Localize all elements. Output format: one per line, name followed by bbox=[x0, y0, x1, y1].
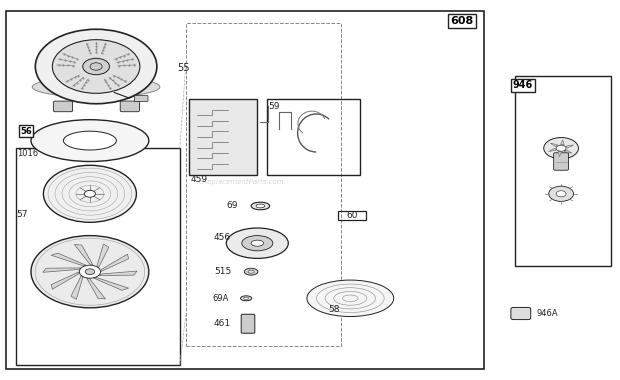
Text: 56: 56 bbox=[20, 127, 32, 136]
Text: 461: 461 bbox=[214, 319, 231, 328]
Ellipse shape bbox=[31, 120, 149, 162]
Polygon shape bbox=[560, 140, 564, 145]
FancyBboxPatch shape bbox=[241, 314, 255, 333]
Circle shape bbox=[90, 63, 102, 70]
Text: 59: 59 bbox=[268, 102, 280, 111]
Ellipse shape bbox=[251, 202, 270, 210]
Circle shape bbox=[35, 29, 157, 104]
Text: 57: 57 bbox=[17, 210, 29, 219]
Text: 946A: 946A bbox=[536, 309, 558, 318]
Polygon shape bbox=[87, 278, 105, 299]
Text: 515: 515 bbox=[214, 267, 231, 276]
Circle shape bbox=[31, 236, 149, 308]
Text: 1016: 1016 bbox=[17, 149, 38, 158]
Bar bbox=[16, 148, 180, 365]
Circle shape bbox=[79, 265, 100, 278]
FancyBboxPatch shape bbox=[120, 101, 140, 112]
Text: 946: 946 bbox=[513, 81, 533, 90]
Polygon shape bbox=[100, 254, 129, 272]
Ellipse shape bbox=[63, 131, 117, 150]
Polygon shape bbox=[93, 278, 128, 290]
Ellipse shape bbox=[244, 268, 258, 275]
Ellipse shape bbox=[248, 270, 254, 273]
Ellipse shape bbox=[256, 204, 265, 208]
Bar bbox=[6, 11, 484, 369]
Ellipse shape bbox=[244, 297, 249, 299]
Text: 459: 459 bbox=[191, 175, 208, 184]
Polygon shape bbox=[99, 271, 137, 276]
Ellipse shape bbox=[226, 228, 288, 258]
Ellipse shape bbox=[251, 240, 264, 246]
Polygon shape bbox=[51, 253, 87, 266]
Circle shape bbox=[52, 40, 140, 93]
Ellipse shape bbox=[32, 77, 160, 97]
Text: 69: 69 bbox=[226, 201, 238, 211]
Text: 58: 58 bbox=[329, 305, 340, 314]
Polygon shape bbox=[71, 276, 83, 299]
Text: 55: 55 bbox=[177, 63, 189, 73]
Text: 69A: 69A bbox=[212, 294, 228, 303]
Ellipse shape bbox=[241, 296, 252, 301]
Text: 608: 608 bbox=[450, 16, 474, 26]
Circle shape bbox=[556, 191, 566, 197]
Polygon shape bbox=[558, 152, 562, 157]
Polygon shape bbox=[51, 272, 79, 289]
Circle shape bbox=[544, 138, 578, 159]
Polygon shape bbox=[549, 148, 556, 152]
Ellipse shape bbox=[307, 280, 394, 317]
Polygon shape bbox=[566, 145, 574, 148]
Polygon shape bbox=[564, 150, 572, 153]
Bar bbox=[338, 211, 366, 220]
Text: 456: 456 bbox=[214, 233, 231, 242]
Polygon shape bbox=[550, 143, 558, 147]
Circle shape bbox=[82, 58, 110, 75]
Polygon shape bbox=[97, 244, 109, 268]
Bar bbox=[267, 99, 360, 175]
Bar bbox=[515, 76, 611, 266]
Circle shape bbox=[85, 269, 95, 275]
Ellipse shape bbox=[242, 236, 273, 251]
FancyBboxPatch shape bbox=[511, 307, 531, 320]
Circle shape bbox=[549, 186, 574, 201]
Bar bbox=[189, 99, 257, 175]
Circle shape bbox=[43, 165, 136, 222]
Polygon shape bbox=[43, 268, 81, 272]
Text: eReplacementParts.com: eReplacementParts.com bbox=[199, 179, 285, 185]
Bar bbox=[186, 23, 341, 346]
FancyBboxPatch shape bbox=[53, 101, 73, 112]
Circle shape bbox=[84, 190, 95, 197]
Text: 60: 60 bbox=[346, 211, 358, 220]
FancyBboxPatch shape bbox=[554, 153, 569, 170]
FancyBboxPatch shape bbox=[135, 95, 148, 101]
Polygon shape bbox=[74, 244, 93, 266]
Circle shape bbox=[556, 145, 566, 151]
